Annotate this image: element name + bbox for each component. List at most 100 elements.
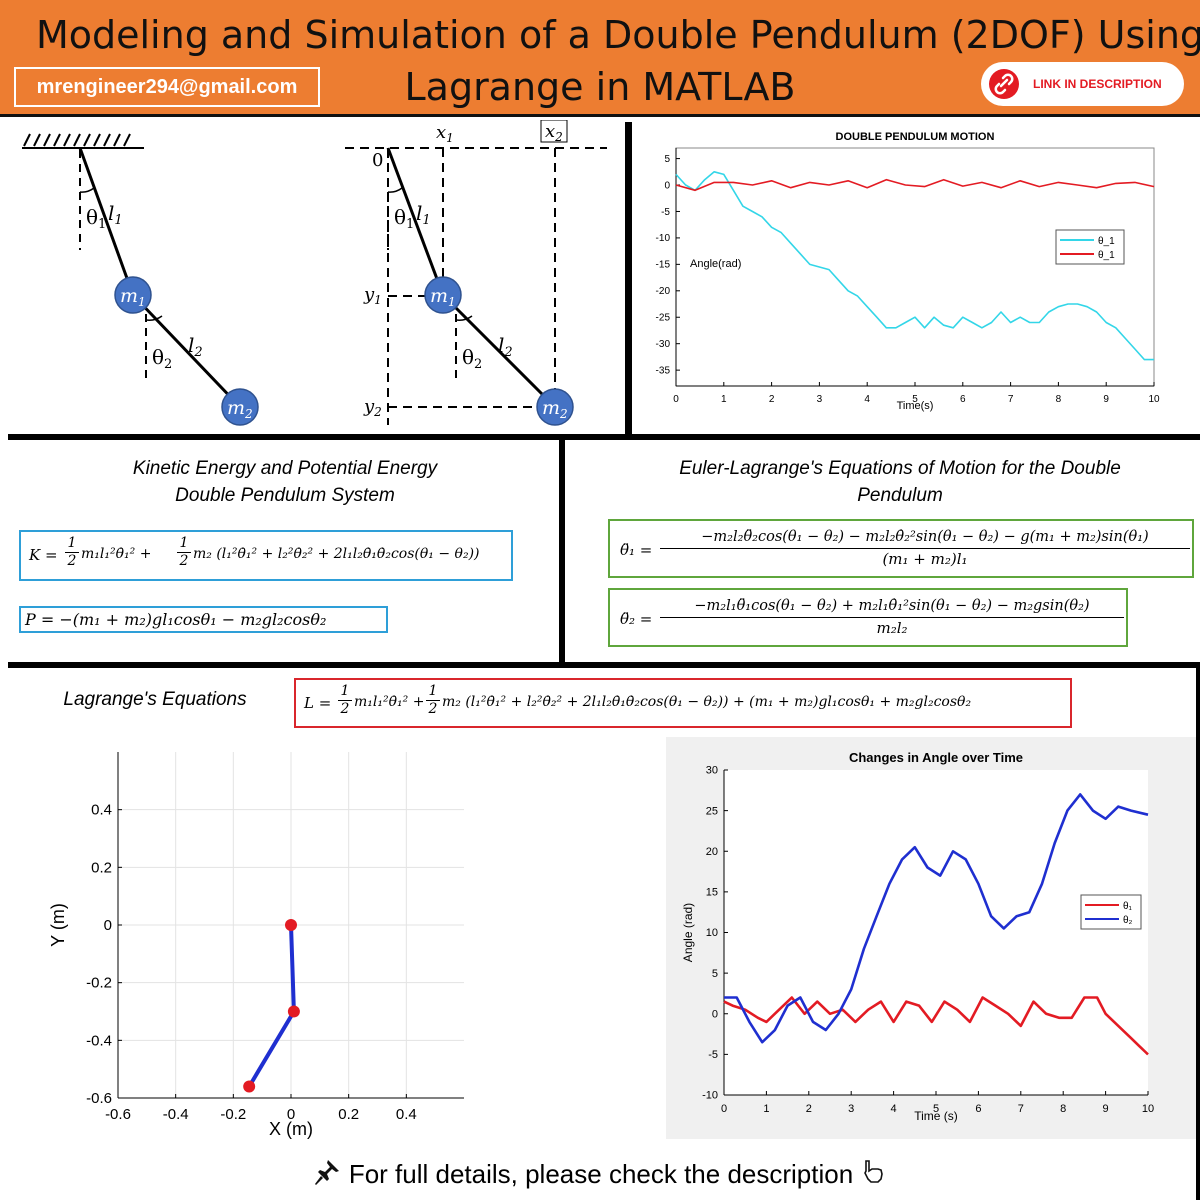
x-tick-label: 9 bbox=[1103, 1103, 1109, 1115]
rod-1 bbox=[78, 147, 135, 296]
svg-text:l1: l1 bbox=[416, 201, 431, 228]
svg-text:θ1: θ1 bbox=[86, 205, 106, 232]
y-tick-label: 5 bbox=[664, 154, 670, 165]
divider-top-vertical bbox=[625, 122, 632, 434]
x-tick-label: 2 bbox=[806, 1103, 812, 1115]
y-tick-label: 20 bbox=[706, 846, 718, 858]
y-tick-label: 25 bbox=[706, 805, 718, 817]
header-banner: Modeling and Simulation of a Double Pend… bbox=[0, 0, 1200, 117]
x-tick-label: 3 bbox=[817, 394, 823, 405]
x-tick-label: 7 bbox=[1008, 394, 1014, 405]
y-tick-label: 0.4 bbox=[91, 802, 112, 819]
svg-text:θ2: θ2 bbox=[152, 345, 172, 372]
x-tick-label: 10 bbox=[1148, 394, 1160, 405]
legend-box bbox=[1080, 894, 1142, 930]
x-tick-label: 0 bbox=[287, 1106, 295, 1123]
email-badge[interactable]: mrengineer294@gmail.com bbox=[14, 67, 320, 107]
y-tick-label: 5 bbox=[712, 968, 718, 980]
legend-label: θ₁ bbox=[1123, 901, 1133, 912]
series-line-2 bbox=[724, 793, 1149, 1044]
euler-section-title: Euler-Lagrange's Equations of Motion for… bbox=[620, 455, 1180, 509]
legend-label: θ_1 bbox=[1098, 236, 1115, 247]
svg-text:l1: l1 bbox=[108, 201, 123, 228]
pendulum-joint-point bbox=[287, 1005, 300, 1018]
y-tick-label: -10 bbox=[702, 1090, 718, 1102]
divider-row2-horizontal bbox=[8, 662, 1200, 668]
chart-title: DOUBLE PENDULUM MOTION bbox=[836, 131, 995, 143]
svg-text:x1: x1 bbox=[436, 122, 454, 145]
energy-section-title: Kinetic Energy and Potential Energy Doub… bbox=[20, 455, 550, 509]
mass-2 bbox=[221, 388, 259, 426]
potential-energy-equation: P = −(m₁ + m₂)gl₁cosθ₁ − m₂gl₂cosθ₂ bbox=[19, 606, 388, 633]
pendulum-joint-point bbox=[285, 919, 297, 931]
x-tick-label: 8 bbox=[1060, 1103, 1066, 1115]
x-axis-label: Time (s) bbox=[914, 1109, 958, 1123]
y-tick-label: 30 bbox=[706, 765, 718, 777]
svg-text:θ1: θ1 bbox=[394, 205, 414, 232]
mass-2-right bbox=[536, 388, 574, 426]
chart-title: Changes in Angle over Time bbox=[849, 750, 1023, 765]
footer-note: For full details, please check the descr… bbox=[0, 1154, 1200, 1194]
y-tick-label: -0.2 bbox=[86, 975, 112, 992]
x-tick-label: 10 bbox=[1142, 1103, 1154, 1115]
y-tick-label: 0.2 bbox=[91, 859, 112, 876]
link-in-description-button[interactable]: LINK IN DESCRIPTION bbox=[981, 62, 1184, 106]
page-title-line1: Modeling and Simulation of a Double Pend… bbox=[35, 13, 1200, 57]
divider-mid-vertical bbox=[559, 440, 565, 664]
x-tick-label: -0.6 bbox=[105, 1106, 131, 1123]
y-tick-label: -15 bbox=[656, 260, 671, 271]
x-tick-label: 3 bbox=[848, 1103, 854, 1115]
rod-2-right bbox=[441, 293, 557, 409]
y-tick-label: 15 bbox=[706, 887, 718, 899]
y-tick-label: 0 bbox=[712, 1008, 718, 1020]
svg-text:0: 0 bbox=[372, 150, 383, 171]
svg-text:y1: y1 bbox=[363, 284, 382, 307]
x-tick-label: 0.4 bbox=[396, 1106, 417, 1123]
svg-text:m2: m2 bbox=[542, 397, 568, 421]
x-tick-label: 5 bbox=[912, 394, 918, 405]
x-tick-label: 0.2 bbox=[338, 1106, 359, 1123]
pin-icon bbox=[312, 1157, 342, 1187]
svg-text:m1: m1 bbox=[120, 285, 146, 309]
mass-1 bbox=[114, 276, 152, 314]
pendulum-joint-point bbox=[243, 1080, 256, 1093]
legend-box bbox=[1055, 229, 1125, 265]
y-axis-label: Angle(rad) bbox=[690, 258, 741, 270]
y-axis-label: Angle (rad) bbox=[681, 903, 695, 962]
x-tick-label: 7 bbox=[1018, 1103, 1024, 1115]
x-tick-label: 1 bbox=[721, 394, 727, 405]
y-tick-label: -5 bbox=[708, 1049, 718, 1061]
svg-text:m2: m2 bbox=[227, 397, 253, 421]
lagrange-section-title: Lagrange's Equations bbox=[63, 689, 247, 710]
divider-row1-horizontal bbox=[8, 434, 1200, 440]
y-tick-label: -35 bbox=[656, 365, 671, 376]
ceiling-hatch bbox=[22, 133, 144, 149]
legend-label: θ₂ bbox=[1123, 915, 1133, 926]
pendulum-position-chart: -0.6 -0.4 -0.2 0 0.2 0.4 0.4 0.2 0 -0.2 -0.4 -0.6 X … bbox=[48, 752, 464, 1139]
x-tick-label: 5 bbox=[933, 1103, 939, 1115]
x-tick-label: 6 bbox=[960, 394, 966, 405]
y-tick-label: -10 bbox=[656, 233, 671, 244]
x-tick-label: -0.2 bbox=[220, 1106, 246, 1123]
svg-text:l2: l2 bbox=[188, 333, 203, 360]
euler-title-line1: Euler-Lagrange's Equations of Motion for… bbox=[679, 458, 1121, 479]
x-axis-label: Time(s) bbox=[897, 400, 934, 412]
y-tick-label: -20 bbox=[656, 286, 671, 297]
legend-label: θ_1 bbox=[1098, 250, 1115, 261]
y-axis-label: Y (m) bbox=[48, 903, 68, 947]
energy-title-line2: Double Pendulum System bbox=[175, 485, 395, 506]
x-tick-label: 0 bbox=[673, 394, 679, 405]
link-label: LINK IN DESCRIPTION bbox=[1033, 77, 1162, 91]
y-tick-label: 10 bbox=[706, 927, 718, 939]
series-line-2 bbox=[675, 178, 1155, 192]
x-tick-label: 8 bbox=[1056, 394, 1062, 405]
divider-right-edge bbox=[1196, 668, 1200, 1200]
x-tick-label: 0 bbox=[721, 1103, 727, 1115]
y-tick-label: -0.6 bbox=[86, 1090, 112, 1107]
y-tick-label: -25 bbox=[656, 313, 671, 324]
y-tick-label: -30 bbox=[656, 339, 671, 350]
y-tick-label: -5 bbox=[661, 207, 670, 218]
theta2-acceleration-equation: θ̈₂ = −m₂l₁θ̈₁cos(θ₁ − θ₂) + m₂l₁θ̇₁²sin… bbox=[608, 588, 1128, 647]
double-pendulum-motion-chart: 0 1 2 3 4 5 6 7 8 9 10 5 0 -5 -10 -15 -20 -25 -30 -35 DOUBLE… bbox=[656, 131, 1160, 412]
